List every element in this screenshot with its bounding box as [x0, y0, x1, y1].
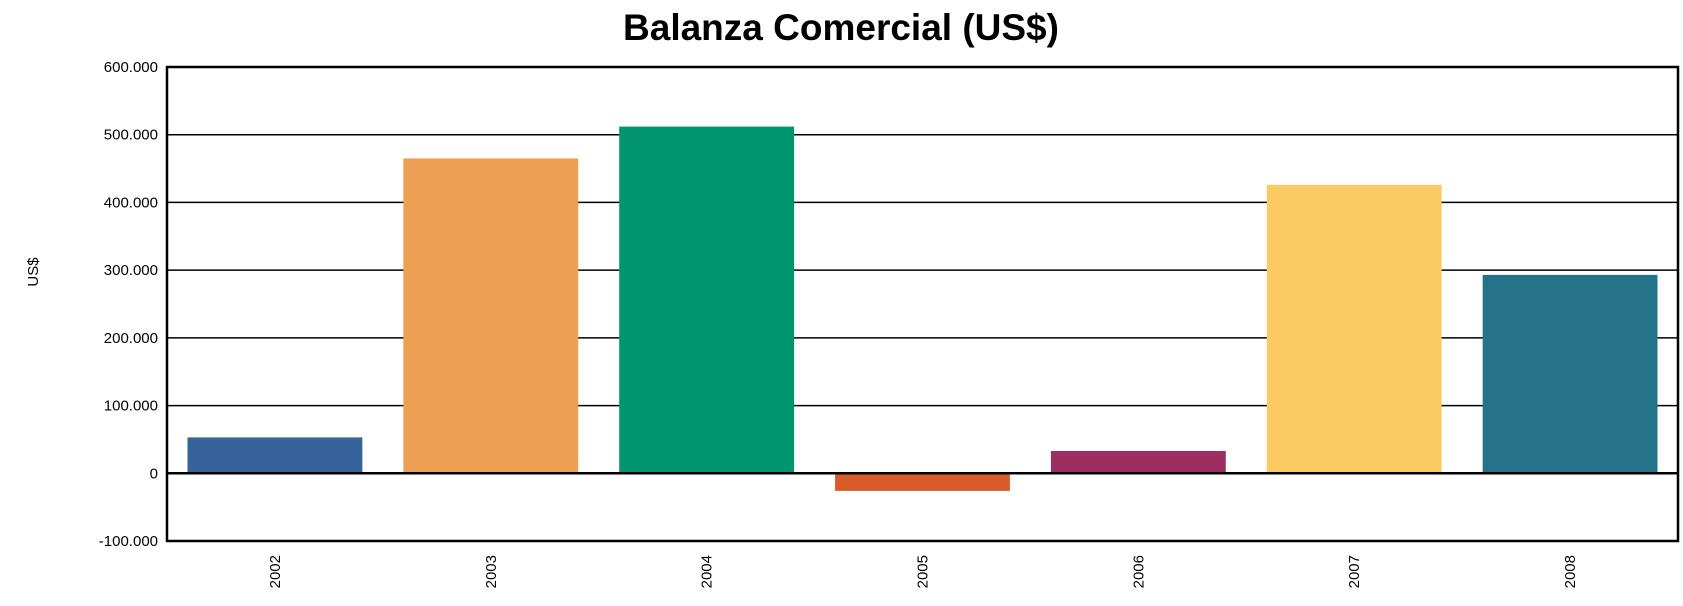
y-tick-label: -100.000 [99, 533, 158, 550]
x-tick-label: 2003 [483, 555, 500, 588]
x-tick-label: 2007 [1346, 555, 1363, 588]
x-tick-label: 2004 [699, 555, 716, 588]
bar-2005 [835, 473, 1010, 491]
y-tick-label: 200.000 [104, 330, 158, 347]
bar-2004 [619, 126, 795, 474]
y-axis-ticks: -100.000 0 100.000 200.000 300.000 400.000 500… [99, 59, 158, 550]
gridlines [167, 66, 1678, 542]
x-tick-label: 2006 [1130, 555, 1147, 588]
chart-title: Balanza Comercial (US$) [623, 7, 1059, 48]
y-tick-label: 300.000 [104, 262, 158, 279]
bar-2006 [1050, 450, 1226, 474]
x-axis-ticks: 2002 2003 2004 2005 2006 2007 2008 [267, 555, 1579, 588]
y-axis-label: US$ [25, 257, 42, 287]
y-tick-label: 100.000 [104, 398, 158, 415]
bar-2002 [187, 437, 363, 474]
y-tick-label: 600.000 [104, 59, 158, 76]
bar-2003 [403, 158, 579, 474]
plot-frame [165, 65, 1680, 543]
y-tick-label: 0 [150, 465, 158, 482]
y-tick-label: 400.000 [104, 194, 158, 211]
y-tick-label: 500.000 [104, 127, 158, 144]
x-tick-label: 2008 [1562, 555, 1579, 588]
bar-2008 [1482, 274, 1658, 474]
x-tick-label: 2002 [267, 555, 284, 588]
x-tick-label: 2005 [915, 555, 932, 588]
bars [187, 126, 1658, 491]
bar-2007 [1266, 184, 1442, 474]
